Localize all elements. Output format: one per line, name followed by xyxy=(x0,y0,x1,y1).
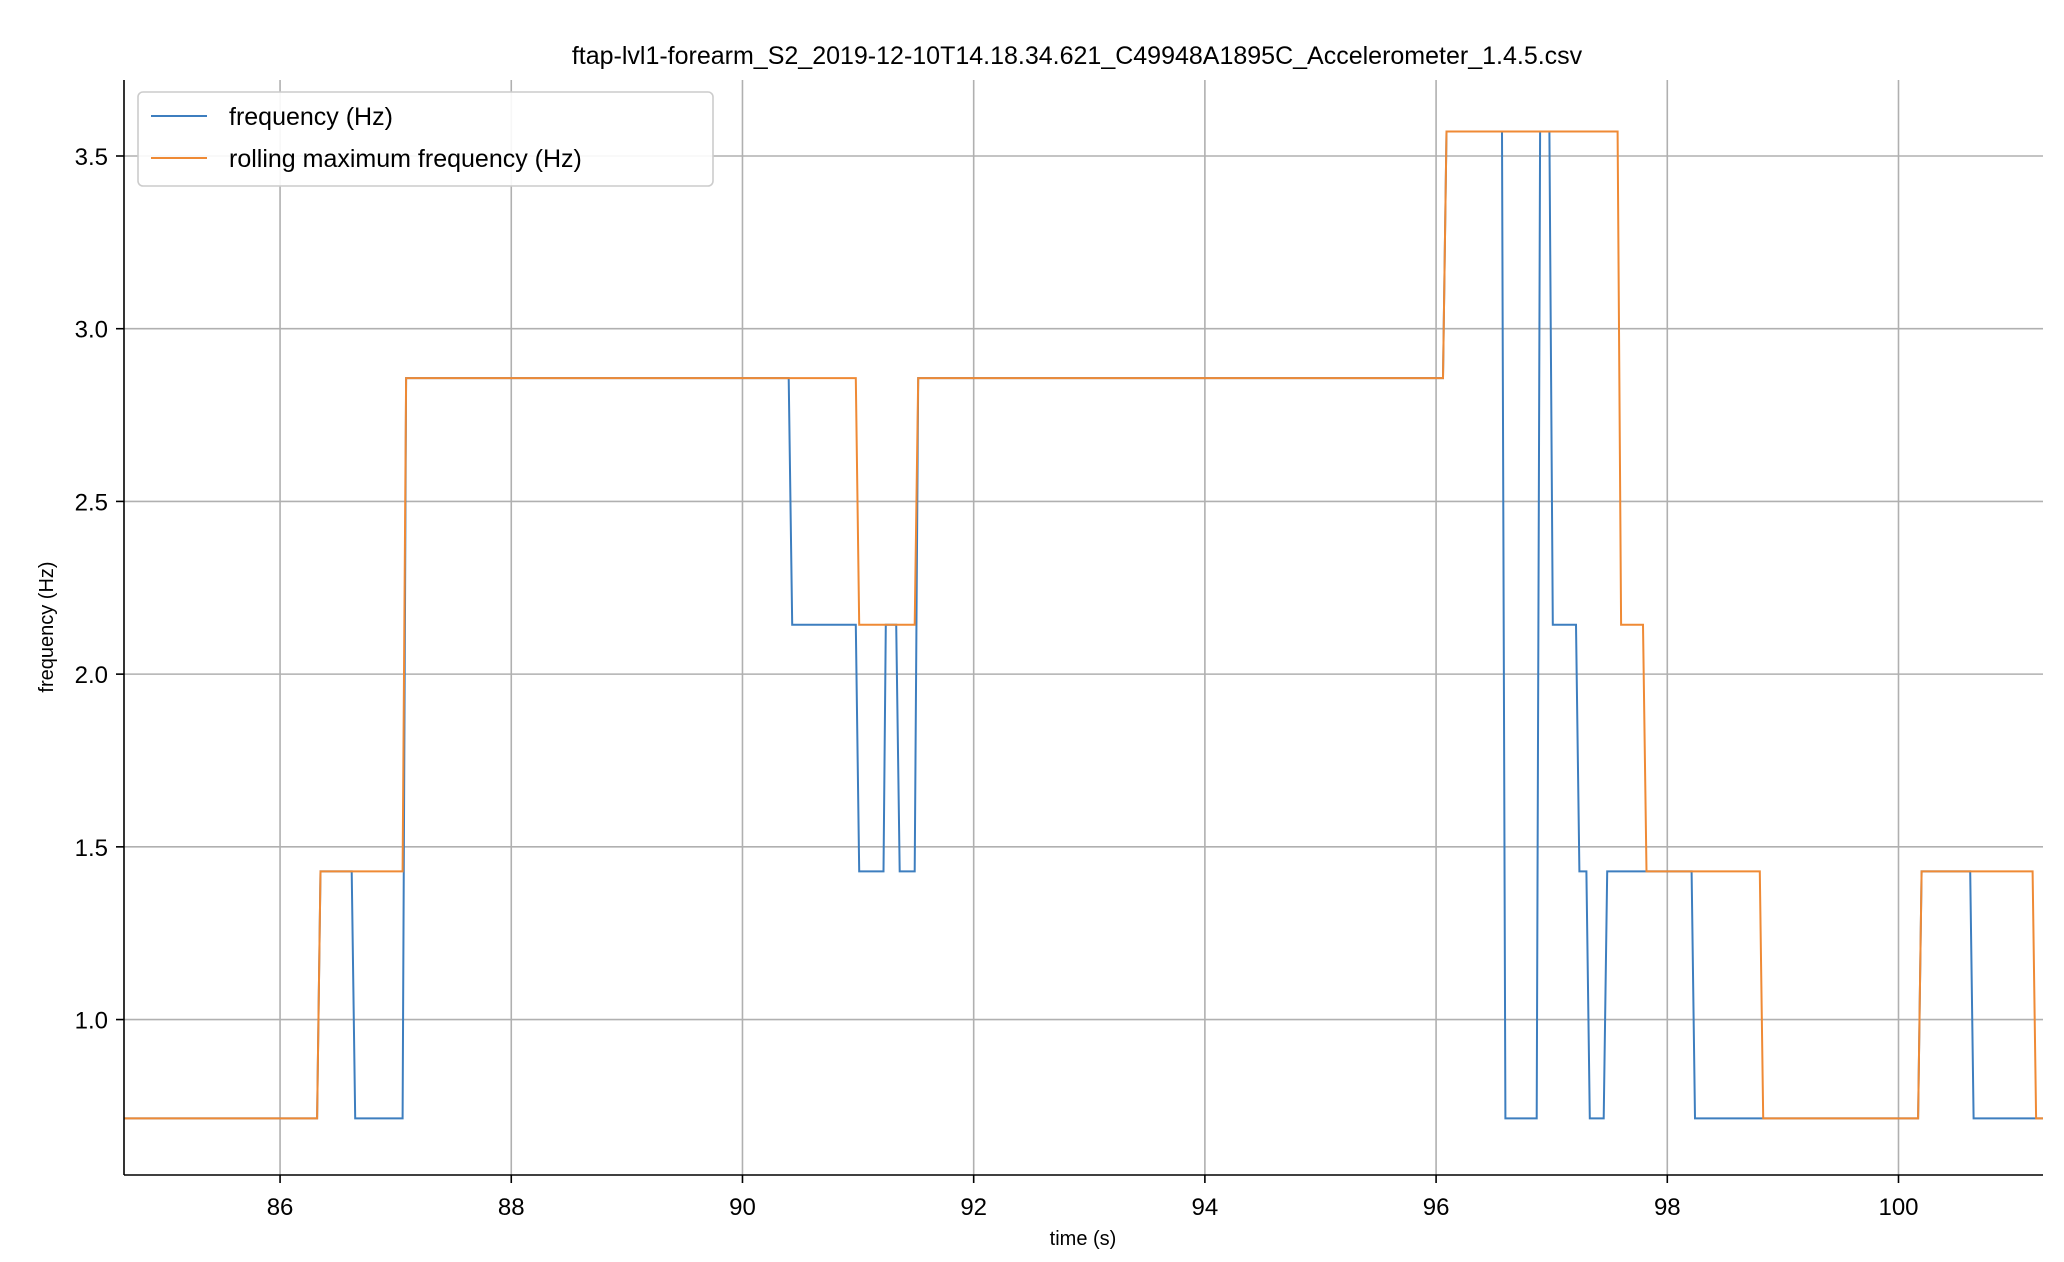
legend-label-rolling-maximum: rolling maximum frequency (Hz) xyxy=(229,145,582,173)
chart-title: ftap-lvl1-forearm_S2_2019-12-10T14.18.34… xyxy=(572,42,1583,70)
y-tick-label: 1.5 xyxy=(75,835,108,862)
y-tick-label: 3.5 xyxy=(75,144,108,171)
x-tick-label: 96 xyxy=(1423,1194,1450,1221)
legend-box xyxy=(137,91,714,187)
series-line-frequency xyxy=(124,130,2043,1120)
y-tick-label: 2.0 xyxy=(75,662,108,689)
y-tick-label: 3.0 xyxy=(75,317,108,344)
series-line-rolling-maximum xyxy=(124,130,2043,1120)
x-tick-label: 98 xyxy=(1654,1194,1681,1221)
axes xyxy=(123,80,2043,1176)
x-axis-label: time (s) xyxy=(1050,1228,1117,1250)
x-tick-label: 88 xyxy=(498,1194,525,1221)
ticks: 86 88 90 92 94 96 98 100 1.0 1.5 2.0 2.5 3.0 3.5 xyxy=(75,144,1919,1221)
x-tick-label: 100 xyxy=(1878,1194,1918,1221)
y-tick-label: 1.0 xyxy=(75,1008,108,1035)
legend: frequency (Hz) rolling maximum frequency… xyxy=(137,91,714,187)
plot-lines xyxy=(124,130,2043,1120)
x-tick-label: 92 xyxy=(960,1194,987,1221)
x-tick-label: 90 xyxy=(729,1194,756,1221)
y-axis-label: frequency (Hz) xyxy=(36,561,58,692)
x-tick-label: 86 xyxy=(267,1194,294,1221)
legend-label-frequency: frequency (Hz) xyxy=(229,103,393,131)
y-tick-label: 2.5 xyxy=(75,489,108,516)
x-tick-label: 94 xyxy=(1192,1194,1219,1221)
grid xyxy=(124,80,2043,1175)
